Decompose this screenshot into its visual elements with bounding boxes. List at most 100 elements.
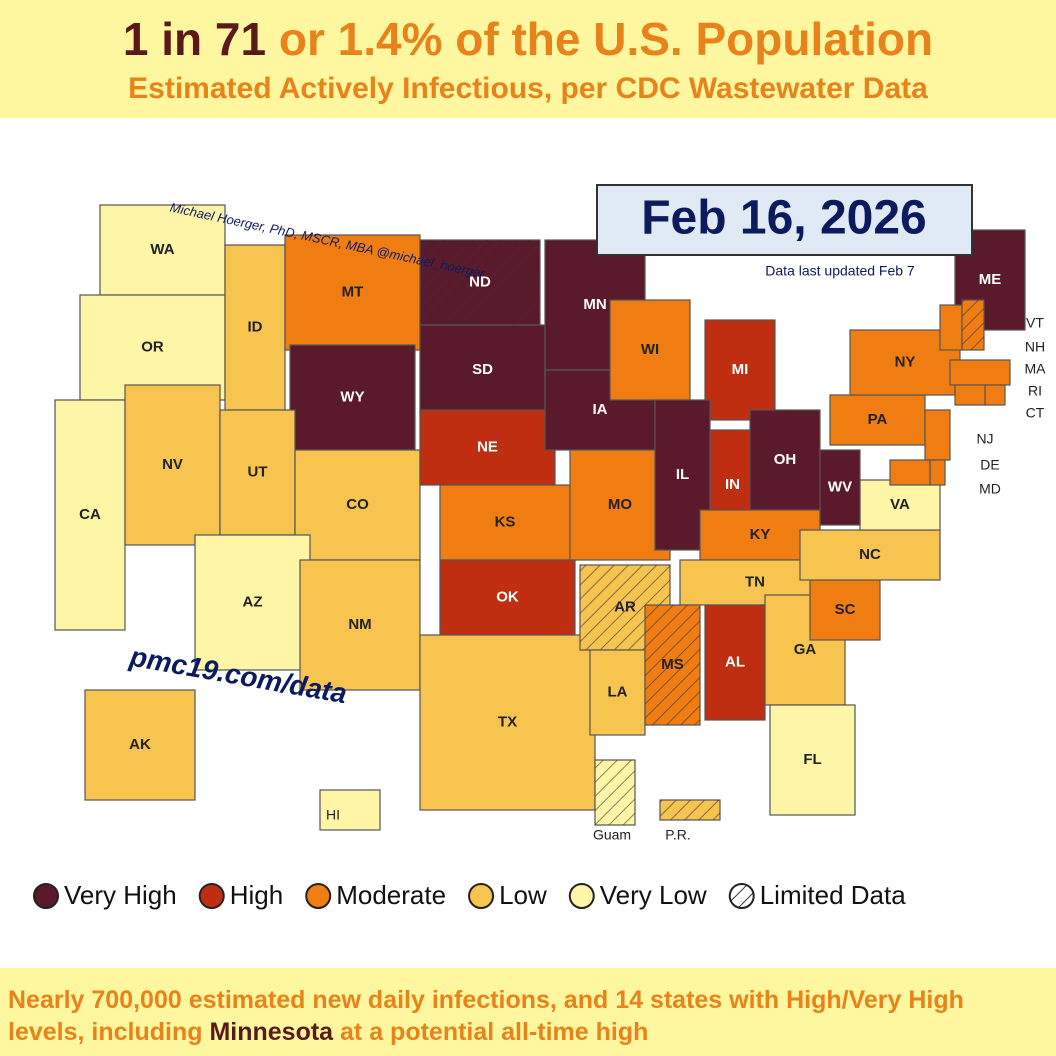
state-label: OK xyxy=(496,588,519,605)
header: 1 in 71 or 1.4% of the U.S. Population E… xyxy=(0,0,1056,118)
state xyxy=(439,484,571,561)
state-label: IN xyxy=(725,476,740,493)
state-label: NH xyxy=(1025,339,1045,355)
legend-swatch xyxy=(568,883,595,909)
state-label: CA xyxy=(79,506,101,523)
state xyxy=(79,294,226,401)
state-label: MO xyxy=(608,496,632,513)
state xyxy=(704,319,776,421)
state xyxy=(439,559,576,636)
state xyxy=(419,634,596,811)
state xyxy=(924,409,951,461)
state-label: TX xyxy=(498,713,517,730)
state-label: LA xyxy=(608,683,628,700)
state-label: DE xyxy=(980,457,999,473)
state-label: CO xyxy=(346,496,369,513)
state-label: OH xyxy=(774,451,797,468)
state-label: NM xyxy=(348,616,371,633)
state-label: NY xyxy=(895,353,916,370)
state-label: PA xyxy=(868,411,888,428)
state-label: FL xyxy=(803,751,821,768)
legend-label: Limited Data xyxy=(760,880,906,910)
state xyxy=(819,449,861,526)
state xyxy=(319,789,381,831)
state-label: NC xyxy=(859,546,881,563)
title-rest: or 1.4% of the U.S. Population xyxy=(278,13,934,65)
state-label: AK xyxy=(129,736,151,753)
state-label: SC xyxy=(835,601,856,618)
state xyxy=(829,394,926,446)
state-label: KS xyxy=(495,513,516,530)
state-label: WI xyxy=(641,341,659,358)
state-label: AR xyxy=(614,598,636,615)
state xyxy=(284,234,421,351)
state xyxy=(889,459,931,486)
state-label: CT xyxy=(1026,405,1045,421)
state xyxy=(589,649,646,736)
state-label: OR xyxy=(141,338,164,355)
state xyxy=(769,704,856,816)
state xyxy=(949,359,1011,386)
state xyxy=(219,409,296,536)
legend-label: Very High xyxy=(64,880,177,910)
state-label: P.R. xyxy=(665,827,690,843)
state-label: RI xyxy=(1028,383,1042,399)
state xyxy=(609,299,691,401)
state-label: GA xyxy=(794,641,817,658)
state-label: NV xyxy=(162,456,183,473)
state xyxy=(54,399,126,631)
state-hatch xyxy=(420,240,540,325)
footer-text: Nearly 700,000 estimated new daily infec… xyxy=(8,986,964,1046)
state xyxy=(704,604,766,721)
state-hatch xyxy=(595,760,635,825)
state-label: MS xyxy=(661,656,684,673)
state xyxy=(224,244,286,411)
legend-swatch xyxy=(468,883,495,909)
state-label: IA xyxy=(593,401,608,418)
legend-swatch xyxy=(33,883,59,909)
state xyxy=(124,384,221,546)
state xyxy=(194,534,311,671)
legend-swatch xyxy=(198,883,225,909)
state xyxy=(859,479,941,531)
date: Feb 16, 2026 xyxy=(641,192,927,245)
date-box xyxy=(596,184,973,256)
title-lead: 1 in 71 xyxy=(122,13,267,65)
updated: Data last updated Feb 7 xyxy=(765,263,915,279)
state-label: TN xyxy=(745,573,765,590)
state-hatch xyxy=(962,300,984,350)
state xyxy=(799,529,941,581)
state xyxy=(99,204,226,296)
footer-text: at a potential all-time high xyxy=(333,1018,649,1046)
legend-label: Moderate xyxy=(336,880,446,910)
state xyxy=(929,459,946,486)
state-label: MN xyxy=(583,296,606,313)
state-label: ME xyxy=(979,271,1002,288)
state-label: ID xyxy=(248,318,263,335)
state xyxy=(84,689,196,801)
legend-swatch xyxy=(728,883,755,909)
state xyxy=(749,409,821,511)
state-label: SD xyxy=(472,361,493,378)
state-hatch xyxy=(645,605,700,725)
state-label: MD xyxy=(979,481,1001,497)
state-label: MT xyxy=(342,283,364,300)
subtitle: Estimated Actively Infectious, per CDC W… xyxy=(128,72,928,105)
footer-highlight: Minnesota xyxy=(209,1018,334,1046)
state-label: VA xyxy=(890,496,910,513)
state-label: AZ xyxy=(243,593,263,610)
legend-swatch xyxy=(305,883,332,909)
state xyxy=(419,409,556,486)
state-label: WY xyxy=(340,388,364,405)
state-hatch xyxy=(660,800,720,820)
state-label: MI xyxy=(732,361,749,378)
state xyxy=(569,449,671,561)
footer: Nearly 700,000 estimated new daily infec… xyxy=(0,968,1056,1056)
state-label: AL xyxy=(725,653,745,670)
state-label: WV xyxy=(828,478,852,495)
state-label: IL xyxy=(676,466,689,483)
state xyxy=(984,384,1006,406)
state-label: NJ xyxy=(976,431,993,447)
legend-label: Low xyxy=(499,880,547,910)
